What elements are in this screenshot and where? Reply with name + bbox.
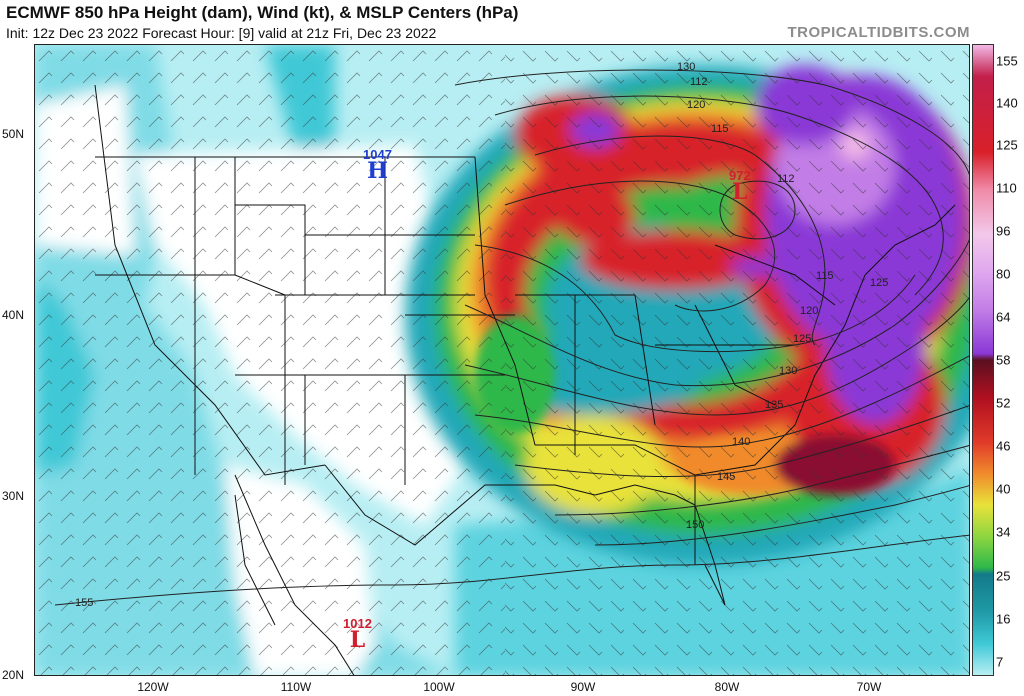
colorbar-label: 16 xyxy=(996,611,1011,627)
contour-label: 120 xyxy=(687,99,706,111)
lat-label: 20N xyxy=(2,668,25,682)
low-symbol: L xyxy=(349,627,366,653)
colorbar-label: 34 xyxy=(996,524,1011,540)
contour-label: 145 xyxy=(717,471,736,483)
colorbar-label: 58 xyxy=(996,352,1011,368)
colorbar-label: 96 xyxy=(996,223,1011,239)
forecast-subtitle: Init: 12z Dec 23 2022 Forecast Hour: [9]… xyxy=(6,25,437,41)
contour-label: 130 xyxy=(677,61,696,73)
page-title: ECMWF 850 hPa Height (dam), Wind (kt), &… xyxy=(6,3,519,22)
colorbar-label: 40 xyxy=(996,481,1011,497)
lon-label: 100W xyxy=(423,680,455,694)
pressure-value: 972 xyxy=(729,168,751,183)
contour-label: 125 xyxy=(870,277,889,289)
lon-label: 120W xyxy=(137,680,169,694)
height-contours xyxy=(54,69,969,606)
lon-label: 110W xyxy=(280,680,312,694)
colorbar-label: 140 xyxy=(996,95,1018,111)
high-symbol: H xyxy=(367,158,388,184)
header: ECMWF 850 hPa Height (dam), Wind (kt), &… xyxy=(0,0,1024,44)
lon-label: 80W xyxy=(714,680,740,694)
wind-barbs xyxy=(35,45,969,675)
pressure-value: 1047 xyxy=(363,147,392,162)
low-pressure-center: 1012 L xyxy=(343,616,372,653)
wind-speed-colorbar xyxy=(972,44,994,676)
lon-label: 90W xyxy=(570,680,596,694)
colorbar-label: 110 xyxy=(996,180,1017,196)
colorbar-label: 155 xyxy=(996,53,1018,69)
lon-label: 70W xyxy=(856,680,882,694)
contour-label: 112 xyxy=(777,173,795,185)
high-pressure-center: 1047 H xyxy=(363,147,392,184)
colorbar-label: 25 xyxy=(996,568,1011,584)
lat-label: 40N xyxy=(2,308,25,322)
pressure-value: 1012 xyxy=(343,616,372,631)
weather-map: 130 120 115 115 120 125 130 135 140 145 … xyxy=(34,44,970,676)
colorbar-label: 125 xyxy=(996,137,1018,153)
lat-label: 30N xyxy=(2,489,25,503)
contour-label: 150 xyxy=(686,519,705,531)
colorbar-label: 52 xyxy=(996,395,1011,411)
contour-label: 120 xyxy=(800,305,819,317)
contour-label: 112 xyxy=(690,76,708,88)
political-borders xyxy=(94,84,956,675)
contour-label: 140 xyxy=(732,436,751,448)
contour-label: 115 xyxy=(711,123,729,135)
colorbar-label: 7 xyxy=(996,654,1004,670)
contour-label: 155 xyxy=(75,597,94,609)
colorbar-label: 46 xyxy=(996,438,1011,454)
low-symbol: L xyxy=(732,179,748,205)
low-pressure-center: 972 L xyxy=(729,168,751,205)
colorbar-label: 80 xyxy=(996,266,1011,282)
contour-label: 135 xyxy=(765,399,784,411)
map-canvas xyxy=(35,45,969,675)
colorbar-gradient xyxy=(973,45,993,675)
contour-label: 115 xyxy=(816,270,834,282)
colorbar-label: 64 xyxy=(996,309,1011,325)
contour-label: 130 xyxy=(779,365,798,377)
contour-label: 125 xyxy=(793,333,812,345)
brand-watermark: TROPICALTIDBITS.COM xyxy=(787,24,970,41)
lat-label: 50N xyxy=(2,127,25,141)
